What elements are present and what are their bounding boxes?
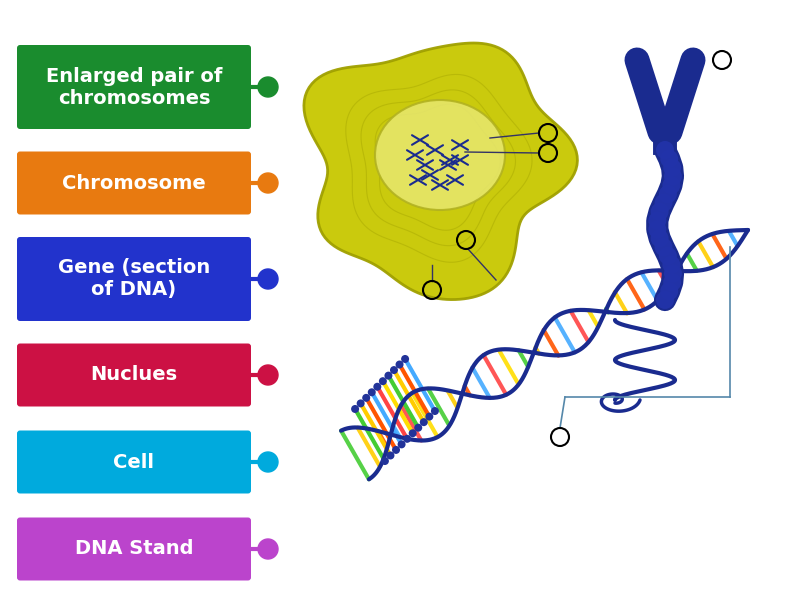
Circle shape xyxy=(648,212,666,230)
Circle shape xyxy=(385,371,393,380)
Circle shape xyxy=(357,400,365,407)
Circle shape xyxy=(656,291,674,309)
FancyBboxPatch shape xyxy=(17,45,251,129)
Circle shape xyxy=(663,158,681,176)
Circle shape xyxy=(401,355,409,363)
Circle shape xyxy=(374,383,382,391)
Circle shape xyxy=(426,413,434,421)
Circle shape xyxy=(258,173,278,193)
Circle shape xyxy=(379,377,387,385)
Circle shape xyxy=(660,282,678,300)
Circle shape xyxy=(351,405,359,413)
Text: Chromosome: Chromosome xyxy=(62,173,206,193)
Circle shape xyxy=(662,176,680,194)
Polygon shape xyxy=(304,43,578,299)
Circle shape xyxy=(431,407,439,415)
Circle shape xyxy=(381,457,389,465)
Circle shape xyxy=(650,203,669,221)
Circle shape xyxy=(392,446,400,454)
Circle shape xyxy=(650,229,669,247)
Circle shape xyxy=(663,274,681,292)
Circle shape xyxy=(258,539,278,559)
Circle shape xyxy=(395,361,403,368)
Circle shape xyxy=(258,269,278,289)
Circle shape xyxy=(659,185,677,203)
Circle shape xyxy=(654,194,673,212)
Text: Gene (section
of DNA): Gene (section of DNA) xyxy=(58,259,210,299)
Circle shape xyxy=(362,394,370,402)
FancyBboxPatch shape xyxy=(17,152,251,215)
Circle shape xyxy=(664,167,682,185)
Circle shape xyxy=(662,256,680,274)
Circle shape xyxy=(420,418,428,426)
FancyBboxPatch shape xyxy=(17,237,251,321)
Ellipse shape xyxy=(375,100,505,210)
Text: Enlarged pair of
chromosomes: Enlarged pair of chromosomes xyxy=(46,67,222,107)
Circle shape xyxy=(648,220,666,238)
Circle shape xyxy=(386,451,394,460)
Circle shape xyxy=(258,77,278,97)
Circle shape xyxy=(414,424,422,432)
Circle shape xyxy=(258,365,278,385)
Circle shape xyxy=(656,141,674,159)
FancyBboxPatch shape xyxy=(17,517,251,581)
Circle shape xyxy=(654,238,673,256)
Circle shape xyxy=(664,265,682,283)
Circle shape xyxy=(368,388,376,396)
Text: Cell: Cell xyxy=(114,452,154,472)
Circle shape xyxy=(660,150,678,168)
Circle shape xyxy=(659,247,677,265)
Circle shape xyxy=(390,366,398,374)
Circle shape xyxy=(258,452,278,472)
Text: DNA Stand: DNA Stand xyxy=(74,539,194,559)
FancyBboxPatch shape xyxy=(17,431,251,493)
FancyBboxPatch shape xyxy=(17,343,251,407)
Circle shape xyxy=(409,429,417,437)
Text: Nuclues: Nuclues xyxy=(90,365,178,385)
Circle shape xyxy=(398,440,406,448)
Circle shape xyxy=(403,435,411,443)
